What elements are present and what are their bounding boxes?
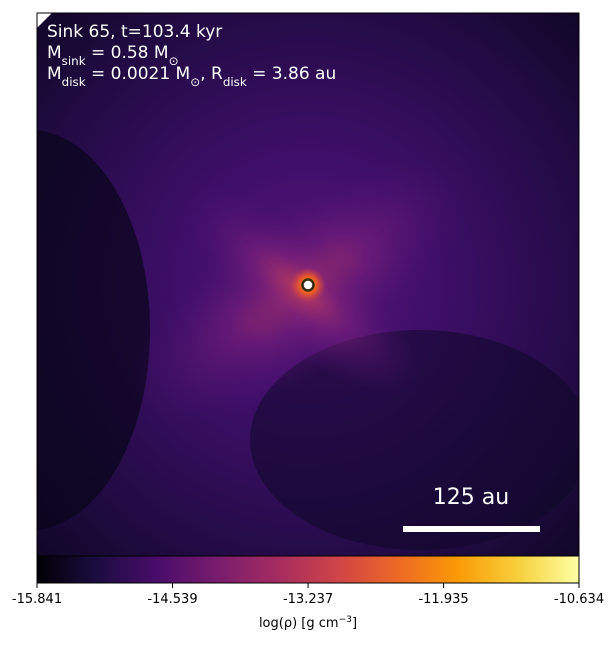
text-part: , R <box>200 64 223 84</box>
scale-bar-label: 125 au <box>433 485 509 510</box>
subscript: disk <box>223 75 247 89</box>
text-part: ] <box>352 616 357 631</box>
density-map <box>37 13 579 556</box>
tick-label: -14.539 <box>147 592 197 607</box>
text-part: M <box>47 64 62 84</box>
subscript: ⊙ <box>190 75 200 89</box>
annotation-line: Msink​ = 0.58 M⊙​ <box>47 43 179 68</box>
tick-label: -10.634 <box>554 592 604 607</box>
text-part: Sink 65, t=103.4 kyr <box>47 22 222 42</box>
text-part: = 0.58 M <box>86 43 169 63</box>
sink-marker <box>301 278 315 292</box>
tick-label: -11.935 <box>418 592 468 607</box>
superscript: −3 <box>339 615 353 625</box>
text-part: log(ρ) [g cm <box>259 616 339 631</box>
annotation-line: Sink 65, t=103.4 kyr <box>47 22 222 42</box>
annotation-line: Mdisk​ = 0.0021 M⊙​, Rdisk​ = 3.86 au <box>47 64 336 89</box>
colorbar <box>36 555 580 584</box>
tick-label: -13.237 <box>283 592 333 607</box>
text-part: = 0.0021 M <box>86 64 191 84</box>
text-part: = 3.86 au <box>247 64 337 84</box>
subscript: disk <box>62 75 86 89</box>
text-part: M <box>47 43 62 63</box>
colorbar-label: log(ρ) [g cm−3] <box>259 615 357 631</box>
tick-label: -15.841 <box>12 592 62 607</box>
subscript: sink <box>62 54 86 68</box>
subscript: ⊙ <box>169 54 179 68</box>
